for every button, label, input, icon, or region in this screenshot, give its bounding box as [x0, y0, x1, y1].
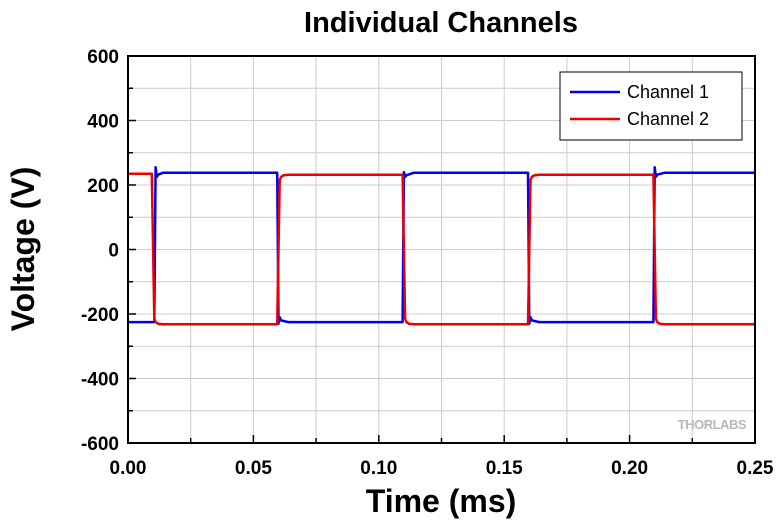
legend-label-channel-1: Channel 1 [627, 82, 709, 102]
x-tick-label: 0.00 [110, 458, 147, 479]
x-tick-label: 0.10 [360, 458, 397, 479]
y-tick-label: 400 [87, 112, 119, 133]
legend-box [559, 71, 743, 141]
x-tick-label: 0.25 [737, 458, 774, 479]
series-line-channel-2 [128, 172, 755, 326]
y-tick-label: -200 [81, 305, 119, 326]
x-tick-label: 0.05 [235, 458, 272, 479]
legend-label-channel-2: Channel 2 [627, 109, 709, 129]
y-axis-label: Voltage (V) [5, 167, 41, 332]
y-tick-label: 200 [87, 176, 119, 197]
x-tick-label: 0.20 [611, 458, 648, 479]
series-layer [128, 166, 755, 326]
y-tick-label: -400 [81, 370, 119, 391]
thorlabs-watermark: THORLABS [678, 417, 747, 432]
y-tick-label: -600 [81, 434, 119, 455]
axis-ticks [127, 55, 756, 444]
chart-title: Individual Channels [304, 7, 578, 39]
y-tick-label: 600 [87, 47, 119, 68]
x-axis-label: Time (ms) [366, 483, 517, 519]
legend: Channel 1 Channel 2 [559, 71, 743, 141]
x-tick-label: 0.15 [486, 458, 523, 479]
tick-labels: 0.00 0.05 0.10 0.15 0.20 0.25 -600 -400 -200 0 200… [81, 47, 774, 479]
y-tick-label: 0 [108, 241, 119, 262]
